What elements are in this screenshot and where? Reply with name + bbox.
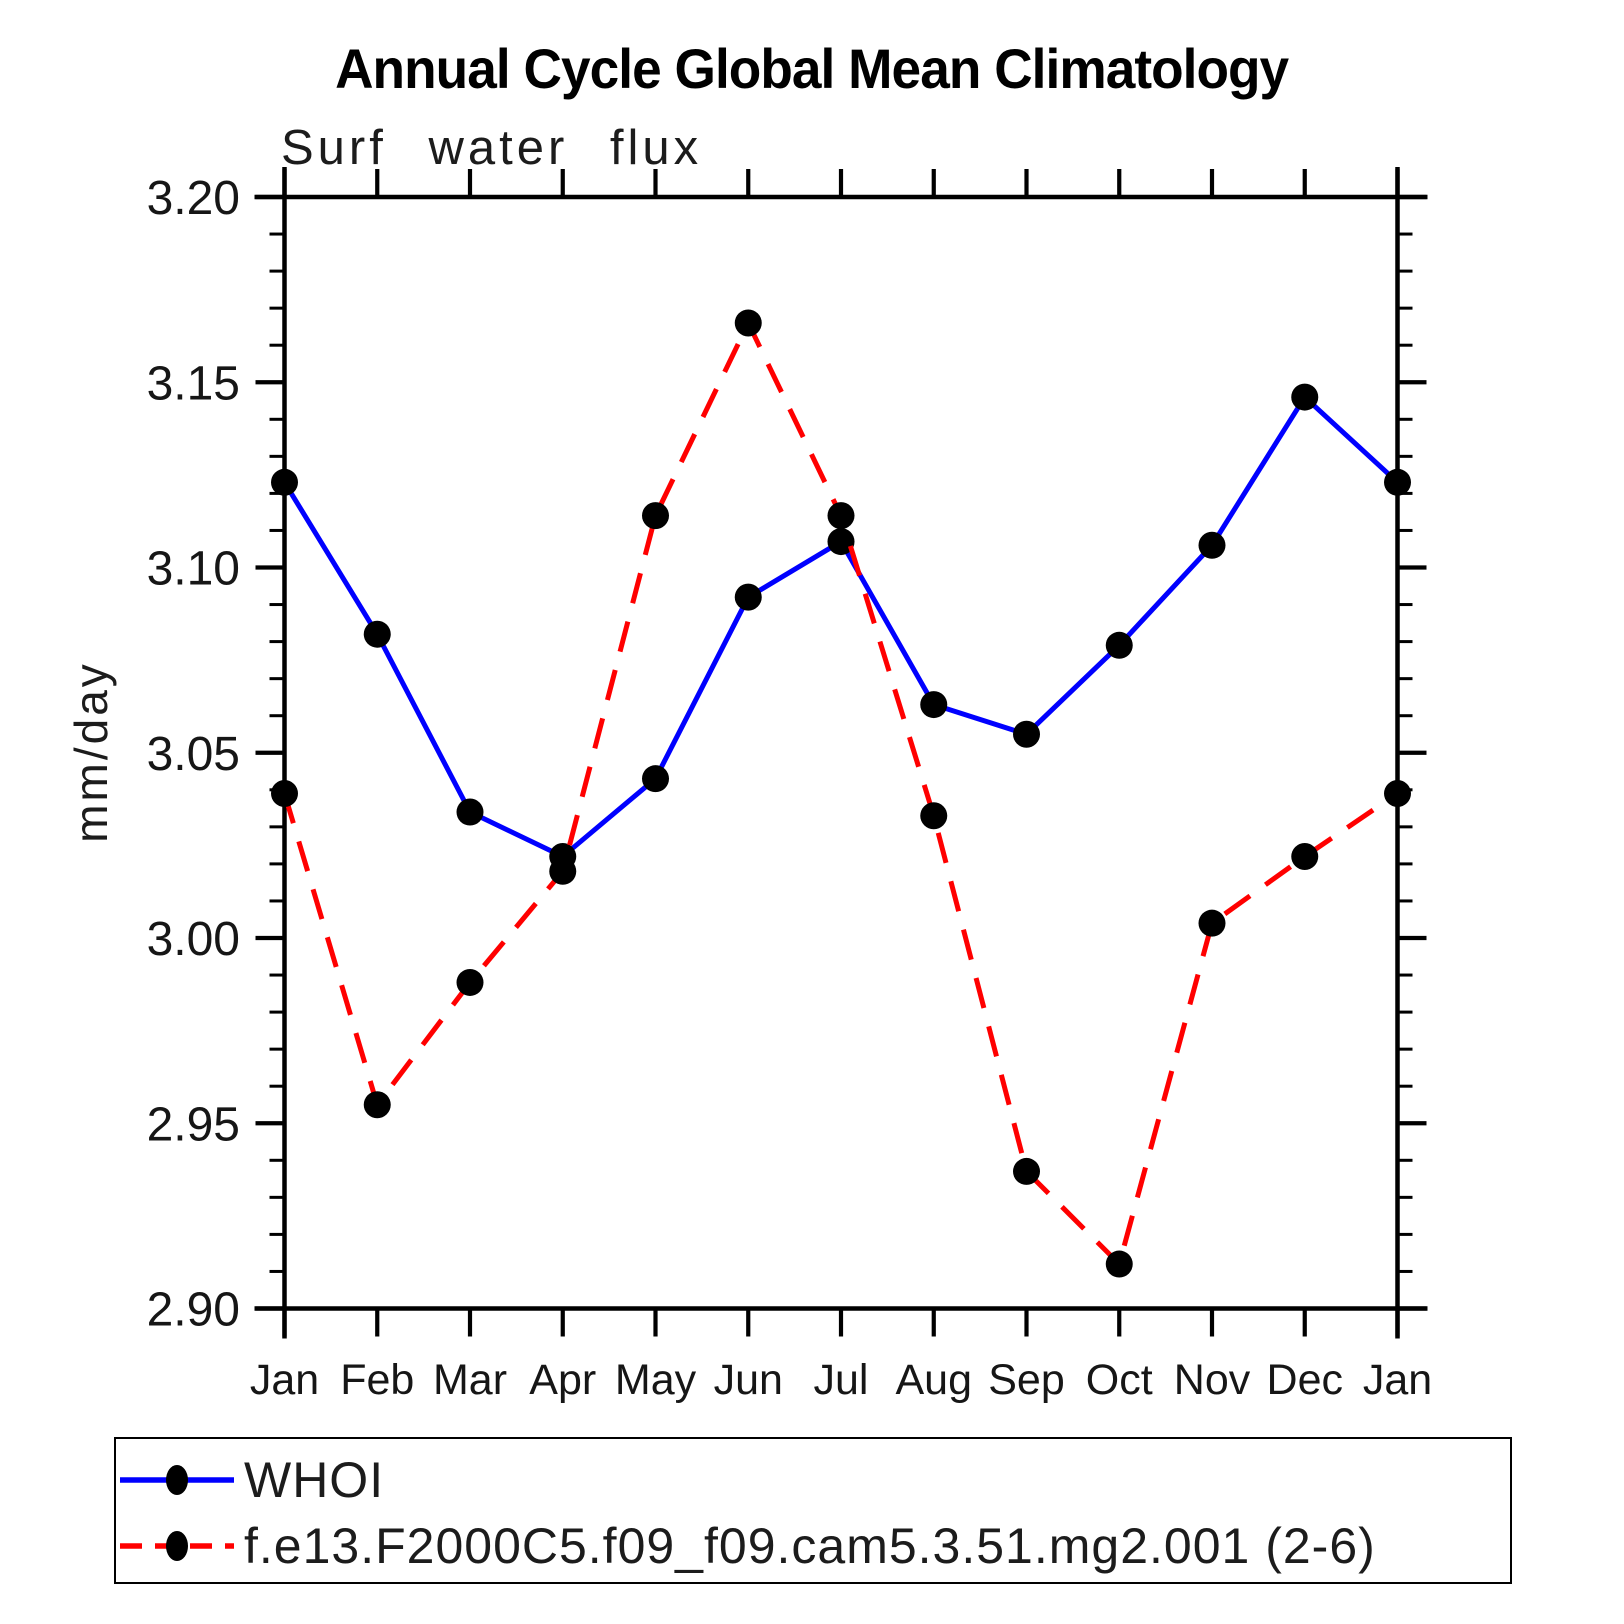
x-tick-label: Jul (814, 1356, 869, 1404)
data-point-marker (363, 620, 391, 648)
legend-box: WHOI f.e13.F2000C5.f09_f09.cam5.3.51.mg2… (114, 1437, 1512, 1584)
data-point-marker (1384, 780, 1411, 808)
series-model (271, 309, 1411, 1278)
data-point-marker (1105, 631, 1133, 659)
data-point-marker (1291, 383, 1319, 411)
data-point-marker (363, 1091, 391, 1119)
data-point-marker (271, 780, 298, 808)
data-point-marker (1198, 909, 1226, 937)
x-tick-label: Aug (895, 1356, 972, 1404)
y-tick-label: 3.00 (147, 913, 240, 966)
x-tick-label: Jan (250, 1356, 319, 1404)
y-tick-label: 3.05 (147, 728, 240, 781)
page-title-text: Annual Cycle Global Mean Climatology (335, 37, 1289, 100)
series-line (282, 320, 1399, 1267)
legend-item-whoi: WHOI (120, 1452, 384, 1508)
data-point-marker (642, 502, 669, 530)
data-point-marker (1384, 468, 1411, 496)
legend-dashed-line-icon (120, 1531, 234, 1561)
data-point-marker (1291, 842, 1319, 870)
x-tick-label: Feb (340, 1356, 414, 1404)
plot-area: Jan Feb Mar Apr May Jun Jul Aug Sep Oct Nov Dec Jan2… (147, 167, 1432, 1404)
x-tick-label: Apr (529, 1356, 596, 1404)
y-axis: 2.90 2.95 3.00 3.05 3.10 3.15 3.20 (147, 172, 1427, 1337)
legend-item-model: f.e13.F2000C5.f09_f09.cam5.3.51.mg2.001 … (120, 1518, 1376, 1574)
series-line (282, 394, 1400, 859)
axes-frame (254, 167, 1428, 1339)
x-tick-label: Nov (1174, 1356, 1251, 1404)
x-tick-label: Jan (1363, 1356, 1432, 1404)
y-tick-label: 2.95 (147, 1098, 240, 1151)
y-tick-label: 3.10 (147, 543, 240, 596)
legend-label-model: f.e13.F2000C5.f09_f09.cam5.3.51.mg2.001 … (244, 1518, 1376, 1574)
data-point-marker (456, 968, 484, 996)
x-tick-label: Jun (714, 1356, 783, 1404)
x-tick-label: May (615, 1356, 697, 1404)
x-tick-label: Dec (1267, 1356, 1343, 1404)
y-tick-label: 3.20 (147, 172, 240, 225)
page-title: Annual Cycle Global Mean Climatology (0, 36, 1624, 101)
series-whoi (271, 383, 1411, 870)
data-point-marker (1013, 720, 1040, 748)
x-tick-label: Oct (1086, 1356, 1153, 1404)
x-axis: Jan Feb Mar Apr May Jun Jul Aug Sep Oct Nov Dec Jan (250, 169, 1432, 1404)
legend-label-whoi: WHOI (244, 1452, 385, 1508)
data-point-marker (642, 765, 669, 793)
data-point-marker (1013, 1157, 1040, 1185)
x-tick-label: Mar (433, 1356, 507, 1404)
x-tick-label: Sep (988, 1356, 1065, 1404)
data-point-marker (549, 857, 577, 885)
legend-solid-line-icon (120, 1465, 234, 1495)
data-point-marker (456, 798, 484, 826)
data-point-marker (1198, 531, 1226, 559)
data-point-marker (734, 583, 762, 611)
data-point-marker (827, 502, 855, 530)
y-tick-label: 3.15 (147, 357, 240, 410)
y-tick-label: 2.90 (147, 1284, 240, 1337)
data-point-marker (734, 309, 762, 337)
data-point-marker (1105, 1250, 1133, 1278)
chart-subtitle: Surf water flux (281, 121, 703, 175)
data-point-marker (920, 691, 948, 719)
data-point-marker (827, 528, 855, 556)
legend-marker-dot (166, 1465, 188, 1495)
legend-marker-dot (166, 1531, 188, 1561)
data-point-marker (920, 802, 948, 830)
data-point-marker (271, 468, 298, 496)
